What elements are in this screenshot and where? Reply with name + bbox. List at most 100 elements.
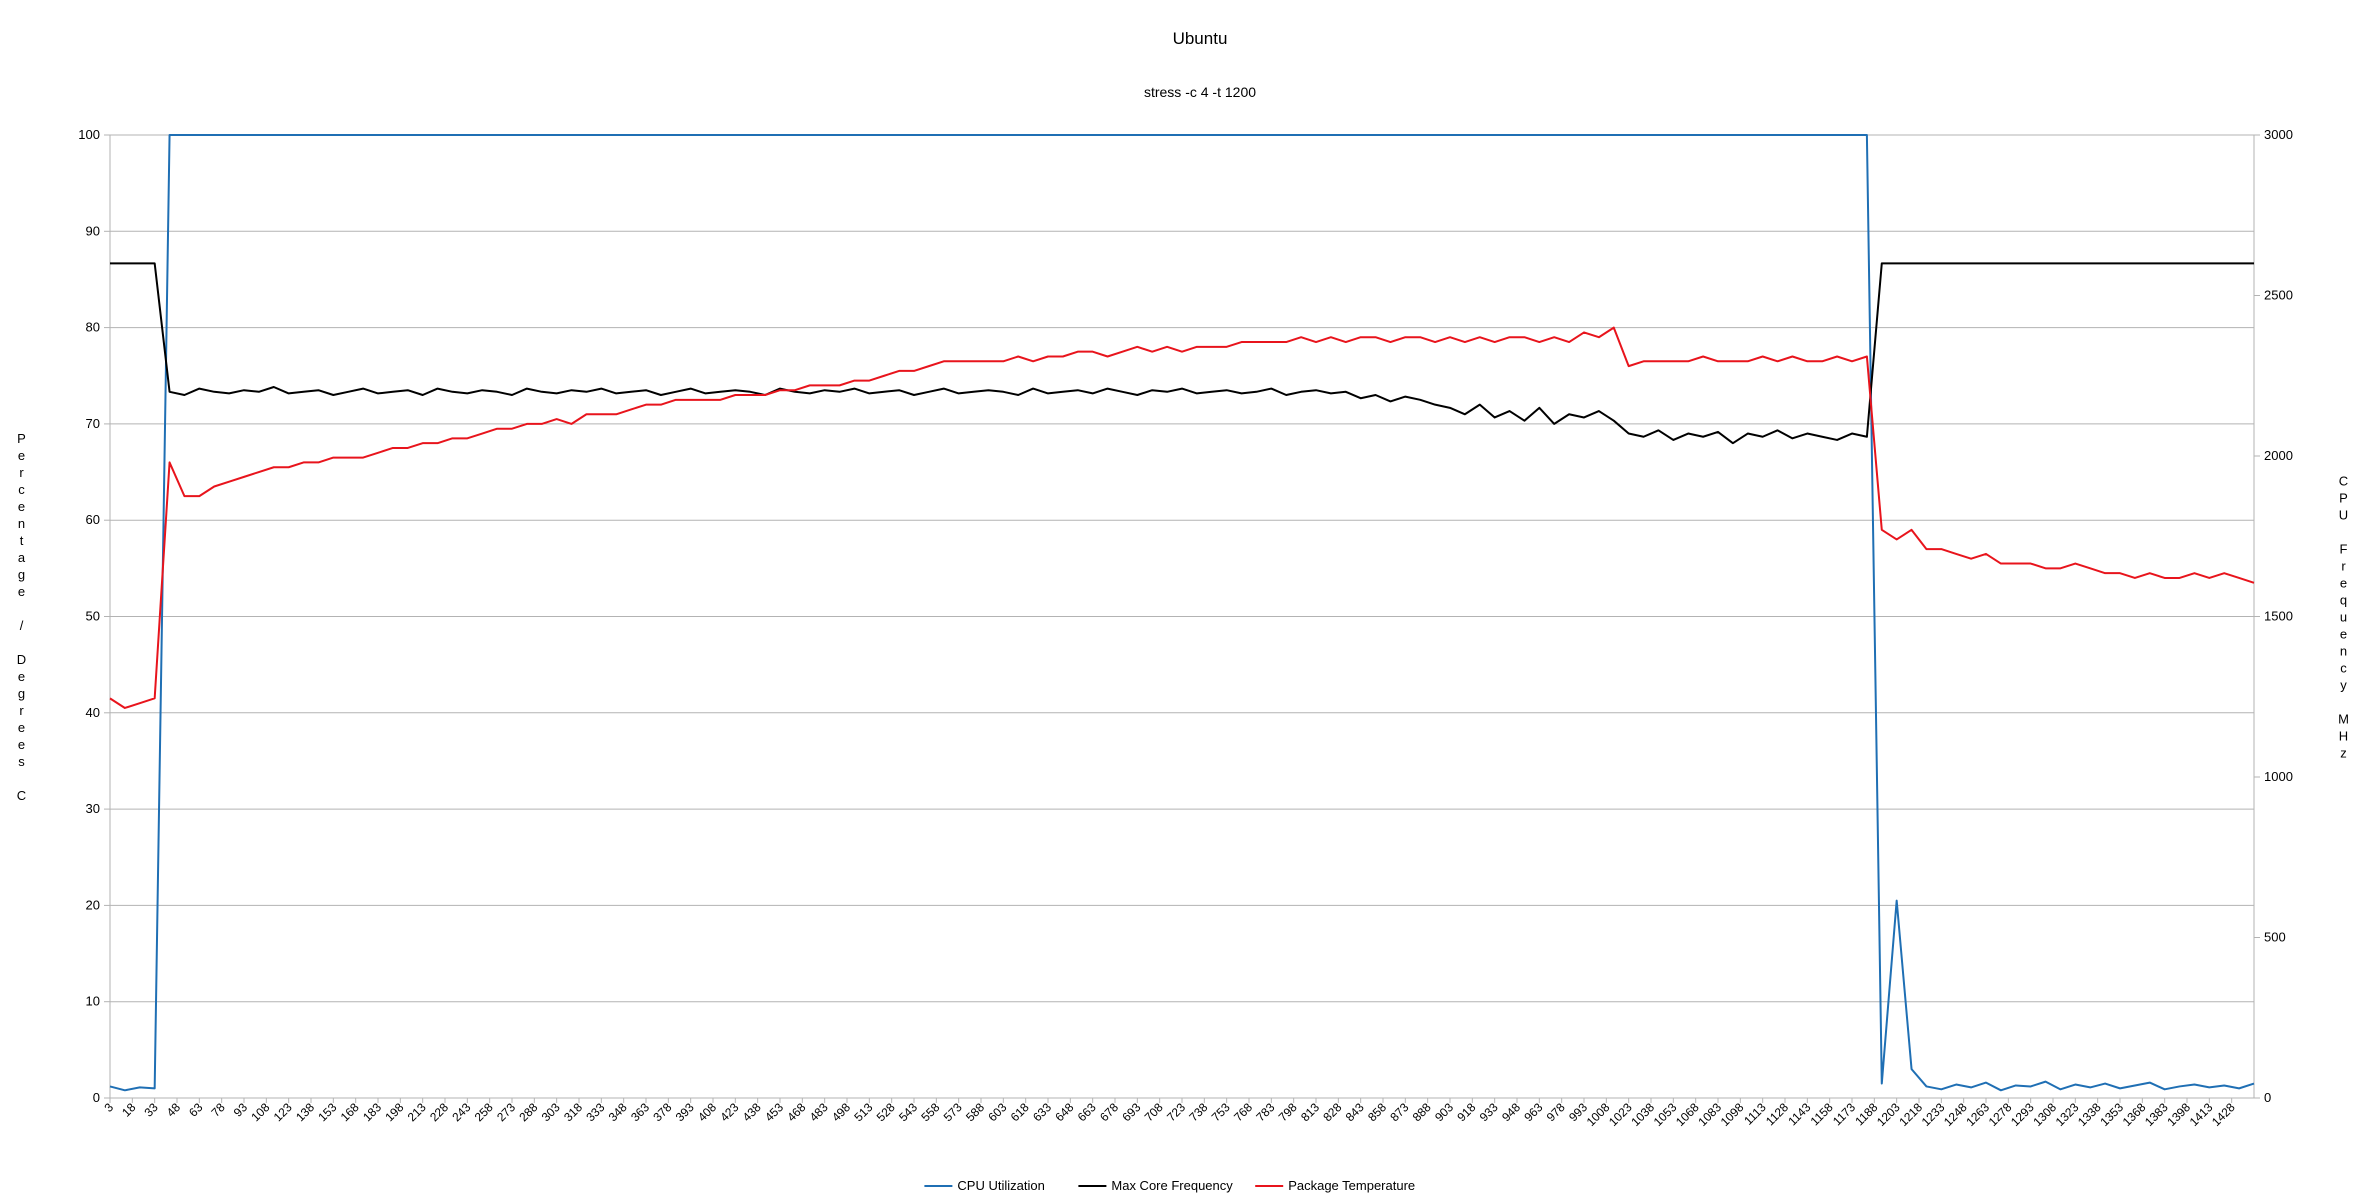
x-tick-label: 753 bbox=[1209, 1100, 1233, 1124]
chart-subtitle: stress -c 4 -t 1200 bbox=[1144, 84, 1256, 100]
x-tick-label: 1233 bbox=[1919, 1100, 1948, 1129]
x-tick-label: 1008 bbox=[1584, 1100, 1613, 1129]
x-tick-label: 1053 bbox=[1651, 1100, 1680, 1129]
x-tick-label: 873 bbox=[1387, 1100, 1411, 1124]
x-tick-label: 153 bbox=[315, 1100, 339, 1124]
x-tick-label: 633 bbox=[1030, 1100, 1054, 1124]
legend-label: Max Core Frequency bbox=[1111, 1178, 1233, 1193]
x-tick-label: 183 bbox=[360, 1100, 384, 1124]
x-tick-label: 933 bbox=[1477, 1100, 1501, 1124]
x-tick-label: 393 bbox=[673, 1100, 697, 1124]
x-tick-label: 1428 bbox=[2209, 1100, 2238, 1129]
y-tick-label: 90 bbox=[86, 223, 100, 238]
x-tick-label: 948 bbox=[1499, 1100, 1523, 1124]
x-tick-label: 723 bbox=[1164, 1100, 1188, 1124]
y2-tick-label: 1000 bbox=[2264, 769, 2293, 784]
x-tick-label: 288 bbox=[516, 1100, 540, 1124]
y-tick-label: 60 bbox=[86, 512, 100, 527]
x-tick-label: 1203 bbox=[1874, 1100, 1903, 1129]
x-tick-label: 918 bbox=[1454, 1100, 1478, 1124]
series-line bbox=[109, 326, 2255, 709]
x-tick-label: 1383 bbox=[2142, 1100, 2171, 1129]
x-tick-label: 648 bbox=[1052, 1100, 1076, 1124]
x-tick-label: 18 bbox=[119, 1100, 139, 1120]
x-tick-label: 1023 bbox=[1606, 1100, 1635, 1129]
series-line bbox=[110, 262, 2254, 445]
x-tick-label: 348 bbox=[606, 1100, 630, 1124]
x-tick-label: 1158 bbox=[1808, 1100, 1836, 1128]
x-tick-label: 438 bbox=[740, 1100, 764, 1124]
x-tick-label: 1068 bbox=[1673, 1100, 1702, 1129]
x-tick-label: 3 bbox=[101, 1100, 116, 1115]
y-tick-label: 100 bbox=[78, 127, 100, 142]
x-tick-label: 678 bbox=[1097, 1100, 1121, 1124]
x-tick-label: 813 bbox=[1298, 1100, 1322, 1124]
x-tick-label: 513 bbox=[851, 1100, 875, 1124]
x-tick-label: 858 bbox=[1365, 1100, 1389, 1124]
x-tick-label: 1038 bbox=[1628, 1100, 1657, 1129]
x-tick-label: 783 bbox=[1253, 1100, 1277, 1124]
x-tick-label: 48 bbox=[164, 1100, 184, 1120]
series-line bbox=[109, 134, 2255, 1092]
x-tick-label: 1338 bbox=[2075, 1100, 2104, 1129]
x-tick-label: 333 bbox=[583, 1100, 607, 1124]
legend-label: Package Temperature bbox=[1288, 1178, 1415, 1193]
x-tick-label: 618 bbox=[1008, 1100, 1032, 1124]
x-tick-label: 1083 bbox=[1695, 1100, 1724, 1129]
x-tick-label: 498 bbox=[829, 1100, 853, 1124]
x-tick-label: 1278 bbox=[1986, 1100, 2015, 1129]
x-tick-label: 1128 bbox=[1763, 1100, 1791, 1128]
chart-title: Ubuntu bbox=[1173, 29, 1228, 48]
x-tick-label: 1218 bbox=[1896, 1100, 1925, 1129]
x-tick-label: 738 bbox=[1186, 1100, 1210, 1124]
x-tick-label: 1368 bbox=[2120, 1100, 2149, 1129]
x-tick-label: 1173 bbox=[1830, 1100, 1858, 1128]
x-tick-label: 573 bbox=[941, 1100, 965, 1124]
x-tick-label: 828 bbox=[1320, 1100, 1344, 1124]
x-tick-label: 303 bbox=[539, 1100, 563, 1124]
x-tick-label: 768 bbox=[1231, 1100, 1255, 1124]
x-tick-label: 1353 bbox=[2097, 1100, 2126, 1129]
x-tick-label: 1398 bbox=[2164, 1100, 2193, 1129]
y-axis-label: Percentage / Degrees C bbox=[14, 431, 29, 805]
x-tick-label: 1143 bbox=[1785, 1100, 1813, 1128]
x-tick-label: 1113 bbox=[1741, 1100, 1769, 1128]
y-tick-label: 30 bbox=[86, 801, 100, 816]
y-tick-label: 70 bbox=[86, 416, 100, 431]
x-tick-label: 798 bbox=[1276, 1100, 1300, 1124]
x-tick-label: 558 bbox=[918, 1100, 942, 1124]
y2-tick-label: 500 bbox=[2264, 930, 2286, 945]
x-tick-label: 663 bbox=[1075, 1100, 1099, 1124]
x-tick-label: 378 bbox=[650, 1100, 674, 1124]
legend-label: CPU Utilization bbox=[957, 1178, 1044, 1193]
x-tick-label: 588 bbox=[963, 1100, 987, 1124]
x-tick-label: 408 bbox=[695, 1100, 719, 1124]
y-tick-label: 10 bbox=[86, 994, 100, 1009]
x-tick-label: 78 bbox=[208, 1100, 228, 1120]
x-tick-label: 213 bbox=[405, 1100, 429, 1124]
x-tick-label: 1293 bbox=[2008, 1100, 2037, 1129]
x-tick-label: 1308 bbox=[2030, 1100, 2059, 1129]
x-tick-label: 363 bbox=[628, 1100, 652, 1124]
x-tick-label: 963 bbox=[1521, 1100, 1545, 1124]
y-tick-label: 50 bbox=[86, 609, 100, 624]
x-tick-label: 693 bbox=[1119, 1100, 1143, 1124]
x-tick-label: 1248 bbox=[1941, 1100, 1970, 1129]
x-tick-label: 528 bbox=[874, 1100, 898, 1124]
x-tick-label: 1323 bbox=[2053, 1100, 2082, 1129]
x-tick-label: 978 bbox=[1544, 1100, 1568, 1124]
x-tick-label: 273 bbox=[494, 1100, 518, 1124]
y-tick-label: 40 bbox=[86, 705, 100, 720]
x-tick-label: 1188 bbox=[1852, 1100, 1880, 1128]
x-tick-label: 108 bbox=[248, 1100, 272, 1124]
y2-tick-label: 1500 bbox=[2264, 609, 2293, 624]
x-tick-label: 888 bbox=[1410, 1100, 1434, 1124]
x-tick-label: 63 bbox=[186, 1100, 206, 1120]
y2-tick-label: 0 bbox=[2264, 1090, 2271, 1105]
x-tick-label: 483 bbox=[807, 1100, 831, 1124]
x-tick-label: 228 bbox=[427, 1100, 451, 1124]
x-tick-label: 843 bbox=[1343, 1100, 1367, 1124]
x-tick-label: 123 bbox=[271, 1100, 295, 1124]
